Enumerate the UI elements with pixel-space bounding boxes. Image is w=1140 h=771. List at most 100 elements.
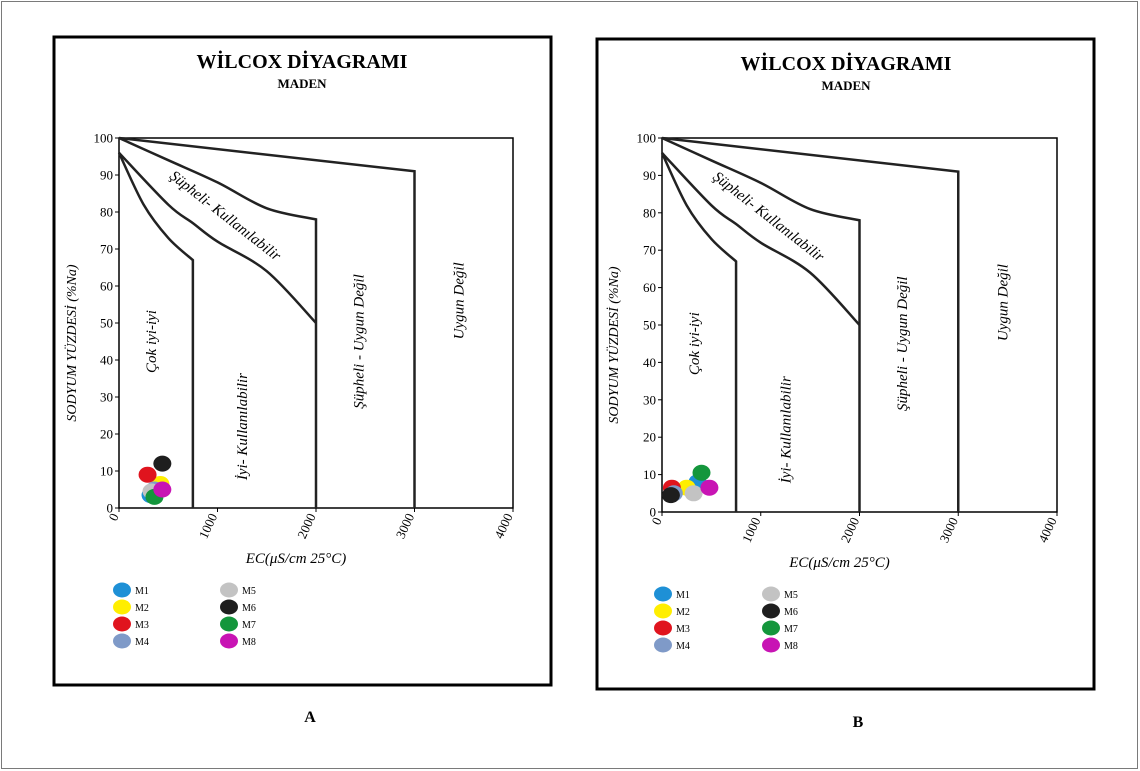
region-iyi-kullanilabilir: İyi- Kullanılabilir: [235, 373, 251, 481]
x-tick-label: 3000: [936, 515, 961, 545]
legend-label-m6: M6: [784, 607, 798, 618]
y-tick-label: 100: [637, 131, 657, 146]
legend-marker-m6: [220, 599, 238, 615]
legend-marker-m6: [762, 603, 780, 619]
panel-a-subtitle: MADEN: [277, 76, 327, 91]
y-tick-label: 30: [100, 390, 113, 405]
x-tick-label: 1000: [739, 515, 764, 545]
legend-label-m8: M8: [784, 641, 798, 652]
legend-marker-m4: [113, 633, 131, 649]
x-tick-label: 0: [648, 515, 664, 527]
x-tick-label: 4000: [1035, 515, 1060, 545]
y-tick-label: 60: [100, 279, 113, 294]
boundary-line-2000: [661, 136, 861, 512]
y-tick-label: 90: [100, 168, 113, 183]
legend-marker-m7: [220, 616, 238, 632]
region-cok-iyi-iyi: Çok iyi-iyi: [144, 310, 160, 373]
point-m6: [153, 455, 172, 472]
boundary-curve-mid: [661, 152, 861, 326]
legend-marker-m2: [113, 599, 131, 615]
legend-label-m3: M3: [676, 624, 690, 635]
panel-b-subtitle: MADEN: [821, 78, 871, 93]
point-m6: [661, 487, 680, 504]
legend-label-m7: M7: [784, 624, 798, 635]
y-tick-label: 30: [643, 392, 656, 407]
legend-label-m2: M2: [676, 607, 690, 618]
legend-marker-m4: [654, 637, 672, 653]
point-m5: [684, 485, 703, 502]
y-tick-label: 80: [643, 205, 656, 220]
region-cok-iyi-iyi: Çok iyi-iyi: [687, 312, 703, 375]
legend-label-m4: M4: [135, 637, 149, 648]
legend-marker-m1: [654, 586, 672, 602]
panel-a-caption: A: [304, 709, 316, 726]
boundary-line-750: [660, 152, 738, 512]
y-tick-label: 40: [100, 353, 113, 368]
legend-label-m3: M3: [135, 620, 149, 631]
point-m7: [692, 464, 711, 481]
panel-a: WİLCOX DİYAGRAMI MADEN 0 10 20 30 40 50 60 70 80…: [52, 35, 553, 726]
panel-b-frame: [595, 37, 1096, 691]
y-tick-label: 20: [100, 427, 113, 442]
y-tick-label: 10: [100, 464, 113, 479]
legend-label-m6: M6: [242, 603, 256, 614]
x-tick-label: 1000: [196, 511, 221, 541]
legend-label-m1: M1: [135, 586, 149, 597]
point-m8: [700, 479, 719, 496]
boundary-curve-mid: [118, 151, 317, 324]
region-supheli-uygun-degil: Şüpheli - Uygun Değil: [351, 274, 367, 409]
y-tick-label: 20: [643, 430, 656, 445]
region-iyi-kullanilabilir: İyi- Kullanılabilir: [778, 376, 794, 484]
region-uygun-degil: Uygun Değil: [452, 262, 468, 339]
y-tick-label: 70: [100, 242, 113, 257]
legend-label-m5: M5: [784, 590, 798, 601]
y-tick-label: 0: [650, 505, 657, 520]
legend-label-m1: M1: [676, 590, 690, 601]
y-tick-label: 90: [643, 168, 656, 183]
region-supheli-uygun-degil: Şüpheli - Uygun Değil: [895, 276, 911, 411]
legend-label-m4: M4: [676, 641, 690, 652]
panel-a-legend: M1 M2 M3 M4 M5 M6 M7 M8: [113, 582, 256, 649]
panel-b: WİLCOX DİYAGRAMI MADEN 0 10 20 30 40 50 60 70 80…: [595, 37, 1096, 731]
x-axis-label: EC(μS/cm 25°C): [245, 551, 347, 567]
legend-label-m2: M2: [135, 603, 149, 614]
y-tick-label: 70: [643, 243, 656, 258]
legend-marker-m5: [762, 586, 780, 602]
panel-a-title: WİLCOX DİYAGRAMI: [197, 49, 408, 73]
x-tick-label: 3000: [393, 511, 418, 541]
boundary-line-3000: [118, 136, 416, 508]
legend-marker-m5: [220, 582, 238, 598]
boundary-line-750: [117, 152, 195, 508]
boundary-line-2000: [118, 136, 318, 508]
legend-marker-m7: [762, 620, 780, 636]
panel-a-frame: [52, 35, 553, 687]
legend-marker-m2: [654, 603, 672, 619]
panel-b-caption: B: [853, 714, 864, 731]
y-tick-label: 50: [100, 316, 113, 331]
x-tick-label: 0: [105, 511, 121, 523]
y-tick-label: 0: [107, 501, 114, 516]
y-tick-label: 50: [643, 318, 656, 333]
y-tick-label: 60: [643, 280, 656, 295]
panel-b-title: WİLCOX DİYAGRAMI: [741, 51, 952, 75]
y-axis-label: SODYUM YÜZDESİ (%Na): [63, 264, 80, 421]
x-tick-label: 4000: [491, 511, 516, 541]
legend-label-m5: M5: [242, 586, 256, 597]
region-uygun-degil: Uygun Değil: [996, 264, 1012, 341]
y-tick-label: 40: [643, 355, 656, 370]
point-m3: [138, 466, 157, 483]
x-axis-label: EC(μS/cm 25°C): [788, 555, 890, 571]
y-tick-label: 100: [94, 131, 114, 146]
legend-marker-m3: [654, 620, 672, 636]
legend-marker-m1: [113, 582, 131, 598]
legend-label-m7: M7: [242, 620, 256, 631]
point-m8: [153, 481, 172, 498]
y-tick-label: 10: [643, 467, 656, 482]
legend-marker-m8: [220, 633, 238, 649]
x-tick-label: 2000: [838, 515, 863, 545]
boundary-line-3000: [661, 136, 960, 512]
